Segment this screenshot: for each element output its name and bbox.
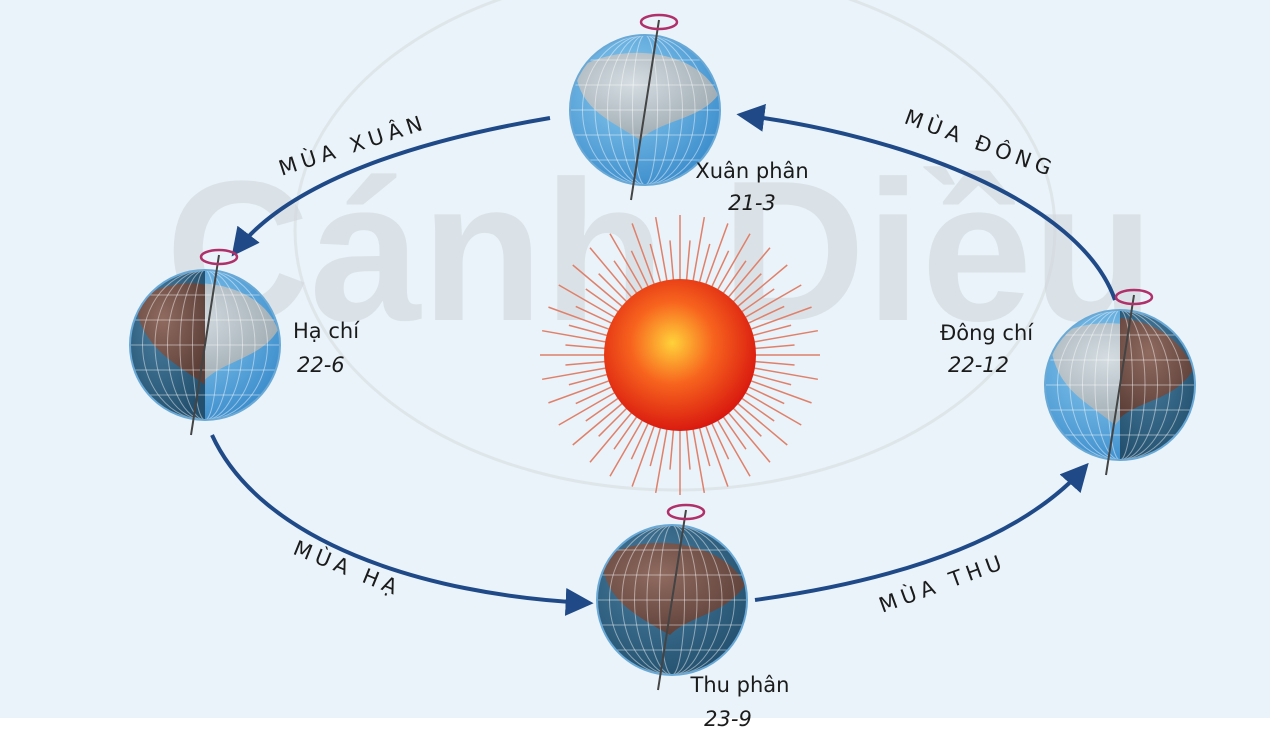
position-name: Xuân phân <box>695 159 808 183</box>
position-name: Hạ chí <box>293 319 360 343</box>
position-name: Thu phân <box>690 673 790 697</box>
position-name: Đông chí <box>940 321 1034 345</box>
diagram: Cánh Diều MÙA XUÂN MÙA ĐÔNG MÙA HẠ MÙA T… <box>0 0 1270 740</box>
position-date: 22-12 <box>948 353 1009 377</box>
position-date: 23-9 <box>704 707 752 731</box>
position-date: 21-3 <box>728 191 776 215</box>
position-date: 22-6 <box>297 353 345 377</box>
sun <box>604 279 756 431</box>
